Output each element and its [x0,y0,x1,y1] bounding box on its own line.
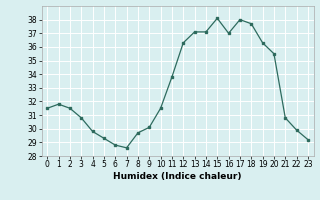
X-axis label: Humidex (Indice chaleur): Humidex (Indice chaleur) [113,172,242,181]
